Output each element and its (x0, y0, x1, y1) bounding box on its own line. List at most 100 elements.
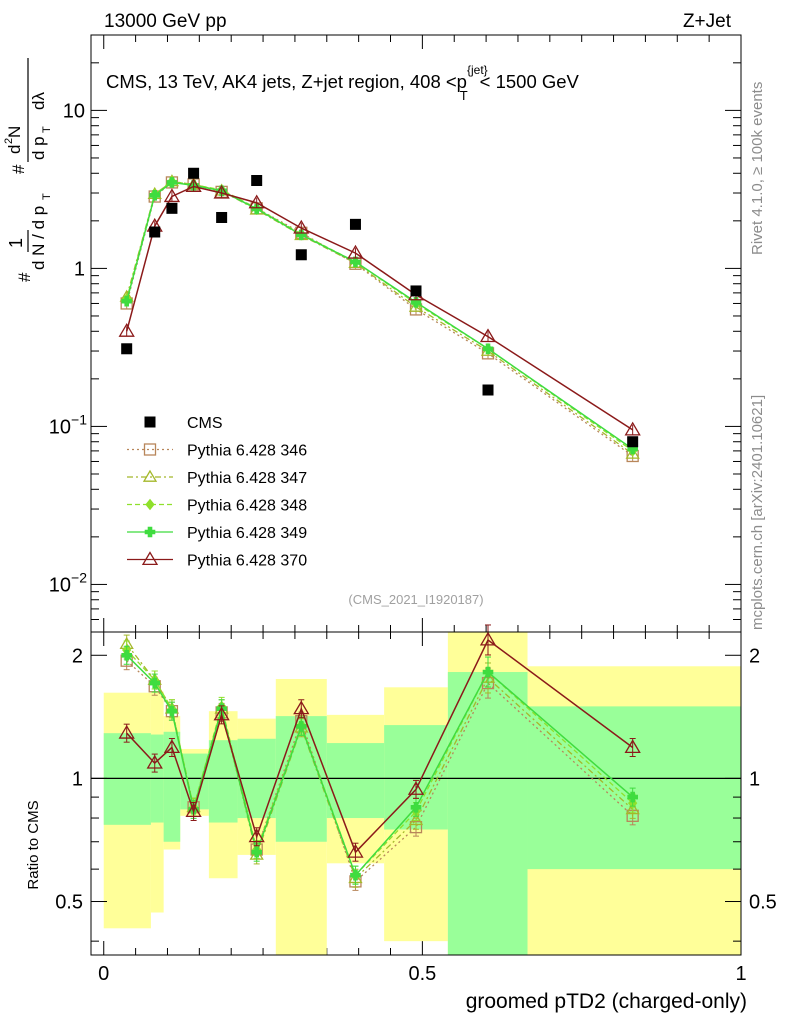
legend-346-marker (143, 443, 157, 456)
series-349-point (251, 203, 262, 215)
energy-label: 13000 GeV pp (104, 11, 227, 32)
series-370-point (213, 184, 230, 199)
ratio-y-tick-label-right: 0.5 (749, 892, 777, 914)
analysis-id: (CMS_2021_I1920187) (348, 592, 483, 607)
legend-349-label: Pythia 6.428 349 (187, 525, 307, 542)
legend-370-label: Pythia 6.428 370 (187, 553, 307, 570)
main-y-tick-label: 10−2 (49, 569, 87, 596)
cms-data-point (149, 226, 161, 238)
main-y-tick-label: 10−1 (49, 411, 87, 438)
legend-346-label: Pythia 6.428 346 (187, 443, 307, 460)
series-349-ratio-point (121, 649, 132, 661)
series-370-point (479, 328, 497, 343)
chart-title-tail: < 1500 GeV (480, 71, 580, 92)
series-347-ratio-point (625, 802, 640, 815)
cms-data-point (251, 175, 263, 187)
chart-title-main: CMS, 13 TeV, AK4 jets, Z+jet region, 408… (106, 71, 467, 92)
ratio-y-tick-label-right: 1 (749, 768, 760, 790)
series-370-ratio-point (146, 754, 163, 769)
series-370-ratio-point (213, 706, 230, 721)
x-tick-label: 1 (735, 963, 746, 985)
y-label-sub-t2: T (41, 126, 53, 133)
chart-title-sup: {jet} (467, 63, 488, 77)
main-y-label: # 1 d N / d p T # d 2 N d p T dλ (3, 58, 53, 282)
series-349-ratio-point (350, 869, 361, 881)
y-label-d2n-n: N (5, 126, 24, 138)
series-370-ratio-point (163, 739, 181, 754)
y-label-dn: d N / d p (29, 206, 48, 270)
cms-data-point (295, 249, 307, 261)
legend-370-marker (141, 551, 159, 566)
series-370-point (118, 323, 135, 337)
y-label-one: 1 (6, 238, 26, 248)
series-370-ratio-point (347, 843, 364, 858)
y-label-sub-t: T (41, 193, 53, 200)
ratio-frame (90, 631, 742, 956)
series-349-ratio-point (410, 801, 422, 813)
legend-349-marker (144, 526, 156, 538)
main-y-tick-label: 10 (63, 100, 85, 122)
ratio-y-tick-label-left: 0.5 (55, 892, 83, 914)
series-370-point (293, 219, 310, 234)
series-370-point (347, 244, 364, 259)
y-label-dp: d p (29, 136, 48, 160)
series-370-ratio-point (624, 739, 641, 754)
series-370-ratio-point (479, 631, 497, 646)
series-348-line (126, 180, 634, 452)
series-349-ratio-point (482, 666, 494, 678)
series-370-line (125, 185, 634, 431)
series-349-ratio-point (149, 677, 161, 689)
series-370-point (624, 421, 641, 436)
x-tick-label: 0.5 (408, 963, 436, 985)
mcplots-label: mcplots.cern.ch [arXiv:2401.10621] (749, 395, 766, 630)
series-370-ratio-point (293, 700, 310, 715)
legend-347-label: Pythia 6.428 347 (187, 470, 307, 487)
y-label-hash-2: # (9, 164, 28, 174)
series-370-point (185, 178, 202, 193)
series-347-ratio-line (126, 643, 634, 880)
ratio-y-label: Ratio to CMS (25, 800, 42, 889)
main-frame (90, 34, 742, 633)
series-349-ratio-point (166, 705, 178, 717)
y-label-hash-1: # (15, 272, 34, 282)
cms-data-point (216, 211, 228, 223)
uncertainty-band-green (208, 740, 238, 823)
ratio-y-tick-label-right: 2 (749, 645, 760, 667)
y-label-dlambda: dλ (29, 92, 48, 110)
rivet-label: Rivet 4.1.0, ≥ 100k events (749, 82, 766, 255)
series-349-point (350, 256, 361, 268)
uncertainty-band-green (180, 753, 209, 810)
chart-title-sub: T (460, 88, 468, 103)
cms-data-point (166, 202, 178, 214)
process-label: Z+Jet (683, 11, 732, 32)
y-label-d2n: d (5, 145, 24, 154)
series-347-point (625, 446, 640, 459)
x-tick-label: 0 (98, 963, 109, 985)
series-370-point (248, 194, 265, 209)
legend-marker-cms (144, 416, 156, 428)
legend-348-marker (145, 498, 155, 511)
cms-data-point (410, 285, 422, 297)
ratio-y-tick-label-left: 1 (72, 768, 83, 790)
series-349-point (482, 343, 494, 355)
main-y-tick-label: 1 (74, 258, 85, 280)
series-370-ratio-point (248, 828, 265, 843)
cms-data-point (482, 384, 494, 396)
x-axis-label: groomed pTD2 (charged-only) (466, 990, 747, 1013)
ratio-panel: 0.5 0.5 1 1 2 2 (55, 624, 777, 956)
y-label-d2n-exp: 2 (3, 138, 15, 144)
series-370-ratio-point (185, 803, 202, 818)
series-349-line (125, 181, 634, 450)
series-349-ratio-point (627, 791, 638, 803)
series-349-point (166, 177, 178, 188)
uncertainty-band-green (447, 672, 528, 955)
cms-data-point (349, 218, 361, 230)
legend: CMS Pythia 6.428 346 Pythia 6.428 347 Pythi… (127, 415, 307, 570)
ratio-y-tick-label-left: 2 (72, 645, 83, 667)
legend-347-marker (142, 469, 158, 482)
uncertainty-band-green (326, 743, 385, 819)
series-349-ratio-point (251, 846, 262, 858)
series-347-ratio-point (408, 812, 424, 826)
series-370-ratio-point (118, 724, 135, 739)
